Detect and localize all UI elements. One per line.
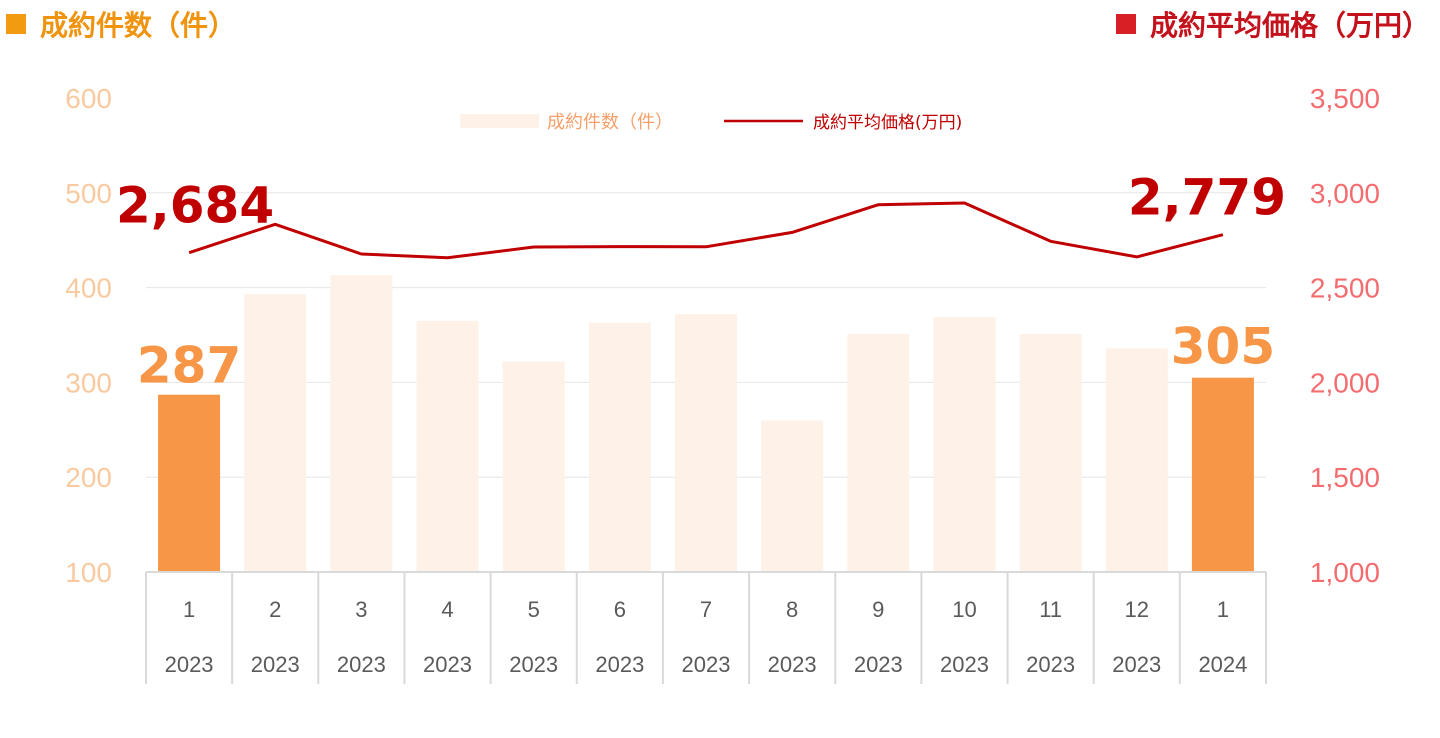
x-tick-label-year: 2023 (682, 652, 731, 677)
bar (158, 394, 221, 572)
x-tick-label-month: 10 (952, 597, 976, 622)
x-tick-label-year: 2023 (768, 652, 817, 677)
bar (675, 314, 737, 572)
right-axis-title: 成約平均価格（万円） (1115, 4, 1430, 44)
bar (244, 294, 307, 572)
x-tick-label-month: 1 (1217, 597, 1229, 622)
right-axis-title-text: 成約平均価格（万円） (1149, 9, 1430, 42)
x-tick-label-month: 9 (872, 597, 884, 622)
legend-line-label: 成約平均価格(万円) (813, 113, 962, 133)
legend-bar-swatch (460, 114, 539, 128)
x-tick-label-year: 2023 (940, 652, 989, 677)
x-tick-label-month: 7 (700, 597, 712, 622)
right-y-tick-label: 1,500 (1310, 462, 1380, 493)
line-series-marker-icon (1115, 14, 1136, 34)
right-y-tick-label: 2,000 (1310, 367, 1380, 398)
x-tick-label-year: 2023 (854, 652, 903, 677)
right-y-tick-label: 3,000 (1310, 178, 1380, 209)
x-tick-label-month: 12 (1125, 597, 1149, 622)
right-y-tick-label: 2,500 (1310, 273, 1380, 304)
x-tick-label-month: 11 (1039, 597, 1062, 622)
callout-first-price: 2,684 (116, 177, 274, 235)
x-tick-label-month: 1 (183, 597, 195, 622)
x-tick-label-year: 2023 (1026, 652, 1075, 677)
x-tick-label-month: 4 (441, 597, 453, 622)
left-y-tick-label: 500 (65, 178, 112, 209)
callout-last-count: 305 (1171, 318, 1275, 376)
bar (1019, 334, 1082, 572)
callout-first-count: 287 (137, 337, 241, 395)
left-axis-title: 成約件数（件） (6, 4, 236, 44)
x-tick-label-month: 2 (269, 597, 281, 622)
x-tick-label-year: 2023 (1112, 652, 1161, 677)
left-y-tick-label: 400 (65, 273, 112, 304)
line-series (188, 201, 1224, 260)
left-y-tick-label: 100 (65, 557, 112, 588)
right-y-tick-label: 3,500 (1310, 83, 1380, 114)
left-y-tick-label: 600 (65, 83, 112, 114)
bar (502, 361, 565, 572)
bar (588, 322, 651, 572)
right-y-axis: 1,000 1,500 2,000 2,500 3,000 3,500 (1310, 83, 1380, 588)
right-y-tick-label: 1,000 (1310, 557, 1380, 588)
price-line (188, 201, 1224, 260)
x-tick-label-year: 2023 (337, 652, 386, 677)
bar (1105, 348, 1168, 572)
bar (330, 275, 393, 572)
x-tick-label-year: 2023 (423, 652, 472, 677)
left-y-tick-label: 200 (65, 462, 112, 493)
x-tick-label-year: 2023 (595, 652, 644, 677)
x-tick-label-month: 5 (528, 597, 540, 622)
bar (847, 334, 910, 572)
left-axis-title-text: 成約件数（件） (40, 9, 237, 42)
bar (416, 320, 479, 572)
legend-bar-label: 成約件数（件） (547, 112, 673, 133)
bar-series-marker-icon (6, 14, 26, 34)
bar (761, 420, 824, 572)
x-tick-label-year: 2023 (251, 652, 300, 677)
legend: 成約件数（件） 成約平均価格(万円) (460, 112, 962, 133)
callout-last-price: 2,779 (1128, 169, 1286, 227)
x-axis: 1 2023 2 2023 3 2023 4 2023 5 2023 6 2023 7 2023 8 2023… (145, 571, 1267, 684)
x-tick-label-year: 2023 (509, 652, 558, 677)
bar (1191, 377, 1254, 572)
left-y-tick-label: 300 (65, 367, 112, 398)
bar (933, 316, 996, 572)
x-tick-label-year: 2024 (1198, 652, 1247, 677)
left-y-axis: 100 200 300 400 500 600 (65, 83, 112, 588)
x-tick-label-month: 3 (355, 597, 367, 622)
x-tick-label-month: 8 (786, 597, 798, 622)
x-tick-label-month: 6 (614, 597, 626, 622)
x-tick-label-year: 2023 (165, 652, 214, 677)
bar-series (158, 275, 1254, 572)
